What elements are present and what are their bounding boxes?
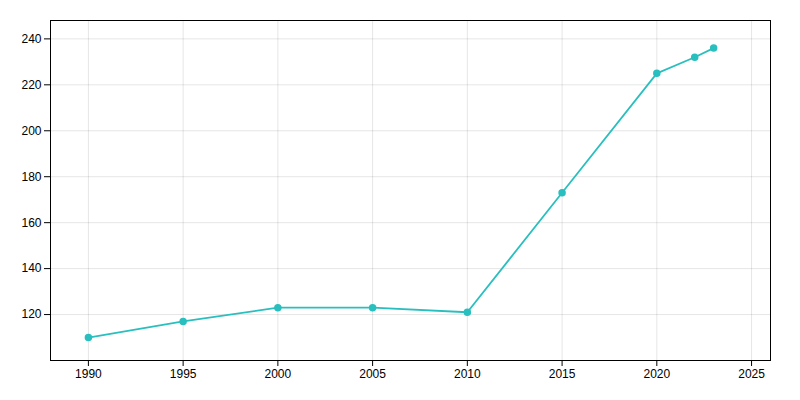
svg-text:200: 200 xyxy=(21,124,41,138)
svg-text:1995: 1995 xyxy=(170,367,197,381)
svg-text:2025: 2025 xyxy=(738,367,765,381)
svg-text:2010: 2010 xyxy=(454,367,481,381)
svg-text:160: 160 xyxy=(21,216,41,230)
svg-text:140: 140 xyxy=(21,261,41,275)
svg-text:2000: 2000 xyxy=(265,367,292,381)
svg-text:2015: 2015 xyxy=(549,367,576,381)
svg-text:2020: 2020 xyxy=(643,367,670,381)
svg-text:180: 180 xyxy=(21,170,41,184)
svg-text:240: 240 xyxy=(21,32,41,46)
svg-text:1990: 1990 xyxy=(75,367,102,381)
svg-text:220: 220 xyxy=(21,78,41,92)
svg-text:120: 120 xyxy=(21,307,41,321)
svg-text:2005: 2005 xyxy=(359,367,386,381)
